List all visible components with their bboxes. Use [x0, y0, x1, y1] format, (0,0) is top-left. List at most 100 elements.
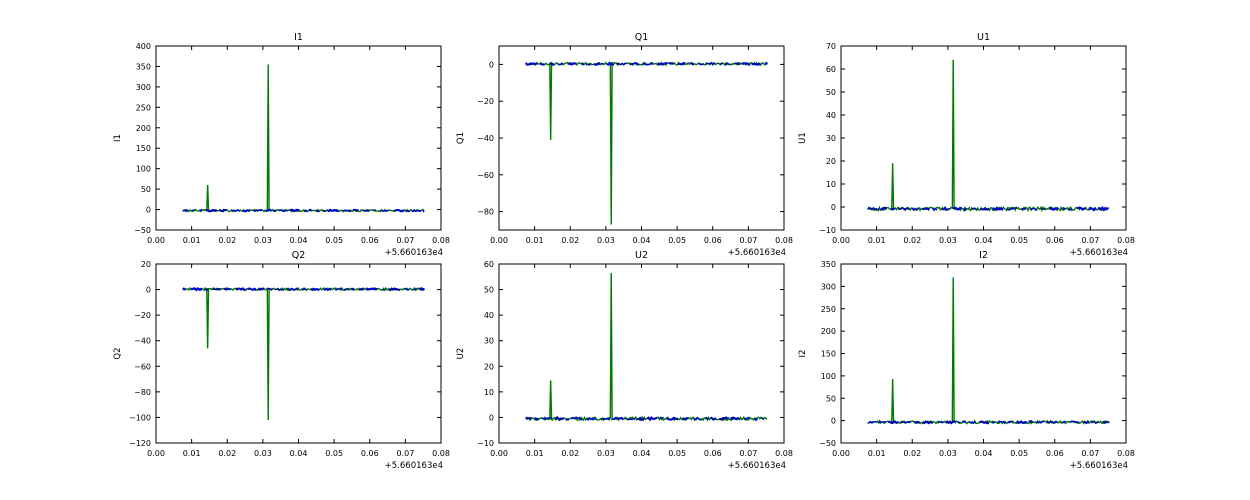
x-tick-label: 0.08	[1117, 449, 1135, 458]
x-offset-label: +5.660163e4	[728, 461, 786, 471]
series-layer	[182, 286, 426, 420]
blue-signal-series	[182, 208, 425, 213]
y-tick-label: 50	[826, 394, 836, 403]
subplot-q1: 0.00 0.01 0.02 0.03 0.04 0.05 0.06 0.07 0.08 +5.6…	[456, 32, 793, 258]
plot-area	[841, 264, 1126, 443]
y-tick-label: 60	[484, 260, 494, 269]
subplot-u1: 0.00 0.01 0.02 0.03 0.04 0.05 0.06 0.07 0.08 +5.6…	[798, 32, 1135, 258]
series-layer	[867, 277, 1110, 426]
x-tick-label: 0.07	[1081, 449, 1099, 458]
x-tick-label: 0.01	[183, 236, 201, 245]
subplot-u2: 0.00 0.01 0.02 0.03 0.04 0.05 0.06 0.07 0.08 +5.6…	[456, 250, 793, 471]
y-tick-label: −20	[477, 97, 494, 106]
chart-title: U2	[635, 250, 648, 261]
y-tick-label: 50	[826, 88, 836, 97]
x-axis: 0.00 0.01 0.02 0.03 0.04 0.05 0.06 0.07 0.08 +5.6…	[832, 46, 1135, 258]
blue-signal-series	[867, 205, 1109, 212]
x-tick-label: 0.00	[832, 236, 850, 245]
y-tick-label: −60	[134, 362, 151, 371]
chart-title: Q1	[635, 32, 649, 43]
y-tick-label: 0	[146, 286, 151, 295]
x-tick-label: 0.02	[561, 449, 579, 458]
x-tick-label: 0.04	[975, 449, 993, 458]
plot-area	[156, 264, 441, 443]
x-tick-label: 0.01	[526, 449, 544, 458]
x-axis: 0.00 0.01 0.02 0.03 0.04 0.05 0.06 0.07 0.08 +5.6…	[147, 264, 450, 471]
y-tick-label: −10	[819, 226, 836, 235]
y-tick-label: 20	[484, 362, 494, 371]
y-axis: −10 0 10 20 30 40 50 60 70	[819, 42, 1126, 235]
y-tick-label: 20	[826, 157, 836, 166]
y-tick-label: 30	[826, 134, 836, 143]
y-tick-label: 250	[821, 305, 836, 314]
y-tick-label: 0	[831, 417, 836, 426]
x-offset-label: +5.660163e4	[728, 248, 786, 258]
x-tick-label: 0.02	[903, 449, 921, 458]
x-tick-label: 0.01	[868, 449, 886, 458]
subplot-i2: 0.00 0.01 0.02 0.03 0.04 0.05 0.06 0.07 0.08 +5.6…	[798, 250, 1135, 471]
x-tick-label: 0.02	[561, 236, 579, 245]
x-tick-label: 0.08	[775, 236, 793, 245]
x-tick-label: 0.06	[1046, 236, 1064, 245]
y-tick-label: −50	[819, 439, 836, 448]
x-tick-label: 0.06	[361, 236, 379, 245]
y-tick-label: −20	[134, 311, 151, 320]
x-tick-label: 0.02	[218, 449, 236, 458]
x-axis: 0.00 0.01 0.02 0.03 0.04 0.05 0.06 0.07 0.08 +5.6…	[490, 264, 793, 471]
series-layer	[182, 64, 425, 214]
x-tick-label: 0.05	[325, 236, 343, 245]
y-tick-label: 0	[489, 413, 494, 422]
x-tick-label: 0.04	[633, 236, 651, 245]
x-tick-label: 0.01	[868, 236, 886, 245]
y-axis: −50 0 50 100 150 200 250 300 350	[819, 260, 1126, 448]
blue-signal-series	[525, 416, 765, 422]
y-tick-label: 20	[141, 260, 151, 269]
x-axis: 0.00 0.01 0.02 0.03 0.04 0.05 0.06 0.07 0.08 +5.6…	[147, 46, 450, 258]
plot-area	[499, 46, 784, 230]
x-tick-label: 0.08	[775, 449, 793, 458]
series-layer	[867, 59, 1110, 213]
x-tick-label: 0.06	[704, 449, 722, 458]
x-tick-label: 0.07	[1081, 236, 1099, 245]
x-tick-label: 0.05	[668, 236, 686, 245]
x-tick-label: 0.04	[633, 449, 651, 458]
y-tick-label: −120	[129, 439, 151, 448]
x-tick-label: 0.06	[704, 236, 722, 245]
y-tick-label: 250	[136, 103, 151, 112]
x-tick-label: 0.00	[490, 236, 508, 245]
x-tick-label: 0.01	[526, 236, 544, 245]
y-axis-label: U1	[798, 132, 808, 144]
chart-title: I2	[979, 250, 988, 261]
x-tick-label: 0.08	[432, 236, 450, 245]
y-tick-label: −80	[477, 208, 494, 217]
y-tick-label: 40	[826, 111, 836, 120]
x-axis: 0.00 0.01 0.02 0.03 0.04 0.05 0.06 0.07 0.08 +5.6…	[832, 264, 1135, 471]
x-offset-label: +5.660163e4	[1070, 248, 1128, 258]
y-tick-label: 50	[484, 286, 494, 295]
y-tick-label: 300	[821, 282, 836, 291]
x-tick-label: 0.00	[147, 236, 165, 245]
x-offset-label: +5.660163e4	[385, 248, 443, 258]
x-tick-label: 0.05	[668, 449, 686, 458]
x-tick-label: 0.03	[597, 449, 615, 458]
y-axis-label: Q1	[456, 132, 466, 144]
y-tick-label: 50	[141, 185, 151, 194]
y-tick-label: 40	[484, 311, 494, 320]
y-tick-label: 200	[821, 327, 836, 336]
x-tick-label: 0.06	[361, 449, 379, 458]
x-tick-label: 0.07	[739, 449, 757, 458]
y-tick-label: 10	[826, 180, 836, 189]
y-tick-label: 70	[826, 42, 836, 51]
subplot-i1: 0.00 0.01 0.02 0.03 0.04 0.05 0.06 0.07 0.08 +5.6…	[113, 32, 450, 258]
y-tick-label: 350	[821, 260, 836, 269]
x-tick-label: 0.05	[325, 449, 343, 458]
y-axis: −10 0 10 20 30 40 50 60	[477, 260, 784, 448]
y-axis-label: I2	[798, 350, 808, 358]
plot-area	[841, 46, 1126, 230]
plot-area	[156, 46, 441, 230]
x-tick-label: 0.06	[1046, 449, 1064, 458]
x-tick-label: 0.03	[254, 449, 272, 458]
y-tick-label: 200	[136, 124, 151, 133]
x-tick-label: 0.04	[290, 449, 308, 458]
